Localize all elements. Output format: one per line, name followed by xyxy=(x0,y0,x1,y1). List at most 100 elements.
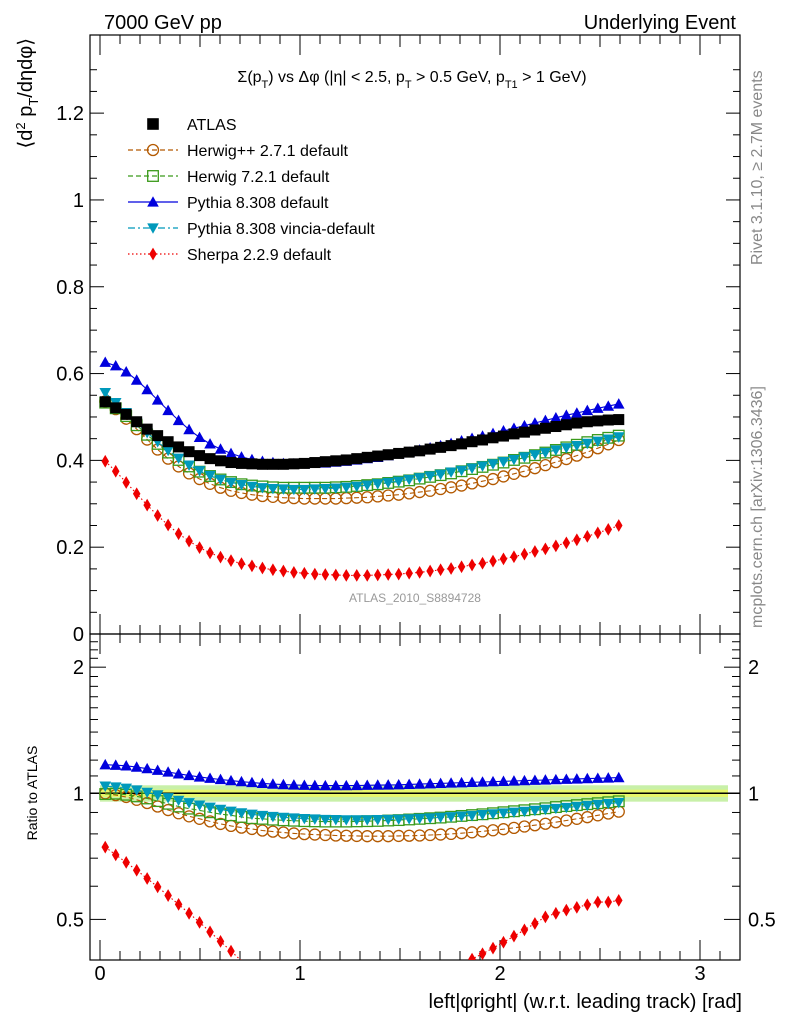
data-point xyxy=(235,480,248,491)
data-point xyxy=(204,438,216,449)
data-point xyxy=(277,484,290,495)
ratio-data-point xyxy=(246,776,258,788)
data-point xyxy=(193,466,206,477)
data-point xyxy=(426,564,434,578)
data-point xyxy=(393,447,405,459)
ratio-data-point xyxy=(183,769,195,781)
data-point xyxy=(248,559,256,573)
data-point xyxy=(550,421,562,433)
ratio-data-point xyxy=(499,935,508,949)
ratio-data-point xyxy=(520,923,529,937)
data-point xyxy=(497,470,510,483)
ratio-panel: 0.5 0.5 1 1 2 2 0 1 2 3 xyxy=(56,633,776,985)
data-point xyxy=(604,523,613,536)
ratio-data-point xyxy=(130,785,143,796)
data-point xyxy=(413,473,426,484)
data-point xyxy=(99,396,111,408)
ratio-data-point xyxy=(570,812,583,825)
data-point xyxy=(562,536,571,550)
data-point xyxy=(403,474,415,486)
ratio-data-point xyxy=(330,815,342,826)
ratio-data-point xyxy=(101,840,110,854)
data-point xyxy=(350,481,363,493)
data-point xyxy=(183,446,195,458)
main-y-label-text: ⟨d2 pT/dηdφ⟩ xyxy=(13,38,41,149)
main-series-layer xyxy=(99,356,625,582)
data-point xyxy=(141,383,153,395)
ratio-data-point xyxy=(434,812,447,824)
data-point xyxy=(246,458,258,470)
data-point xyxy=(215,455,227,467)
ratio-data-point xyxy=(361,815,374,826)
ratio-data-point xyxy=(445,777,457,788)
ratio-data-point xyxy=(560,802,573,814)
ratio-data-point xyxy=(487,809,499,820)
ratio-data-point xyxy=(571,773,583,784)
data-point xyxy=(120,408,132,420)
data-point xyxy=(321,568,330,581)
ratio-data-point xyxy=(510,929,518,943)
data-point xyxy=(614,519,623,532)
data-point xyxy=(529,450,541,461)
data-point xyxy=(403,446,415,458)
ratio-data-point xyxy=(550,773,562,785)
data-point xyxy=(267,458,279,470)
ratio-data-point xyxy=(162,766,174,777)
legend-entry: ATLAS xyxy=(147,117,237,134)
data-point xyxy=(466,463,478,474)
data-point xyxy=(290,565,298,579)
ratio-data-point xyxy=(109,782,122,793)
data-point xyxy=(466,436,478,448)
ratio-data-point xyxy=(141,787,153,799)
ratio-data-point xyxy=(602,807,615,820)
data-point xyxy=(465,477,479,490)
data-point xyxy=(602,434,615,445)
main-y-tick-label: 1 xyxy=(73,190,84,212)
legend-label: Pythia 8.308 default xyxy=(187,195,329,212)
ratio-data-point xyxy=(466,810,478,822)
legend-label: Herwig++ 2.7.1 default xyxy=(187,143,349,160)
ratio-data-point xyxy=(382,814,394,826)
x-tick-label: 2 xyxy=(494,963,505,985)
data-point xyxy=(172,453,185,465)
ratio-data-point xyxy=(602,772,615,783)
data-point xyxy=(583,529,592,543)
ratio-data-point xyxy=(225,806,237,818)
series-5 xyxy=(101,454,623,582)
ratio-data-point xyxy=(539,804,552,816)
main-y-tick-label: 0.6 xyxy=(56,364,84,386)
data-point xyxy=(330,483,342,494)
legend-entry: Pythia 8.308 default xyxy=(128,195,329,212)
data-point xyxy=(309,457,321,469)
ratio-data-point xyxy=(371,815,384,826)
data-point xyxy=(172,414,185,426)
header-right: Underlying Event xyxy=(584,12,737,34)
data-point xyxy=(319,456,331,468)
data-point xyxy=(434,482,447,496)
data-point xyxy=(361,451,373,463)
data-point xyxy=(508,428,520,440)
data-point xyxy=(372,450,384,462)
main-y-tick-label: 0 xyxy=(73,624,84,646)
legend-label: Sherpa 2.2.9 default xyxy=(187,247,332,264)
data-point xyxy=(415,565,424,579)
data-point xyxy=(332,568,340,582)
data-point xyxy=(185,534,193,548)
ratio-y-tick-label-right: 2 xyxy=(748,657,759,679)
data-point xyxy=(447,562,455,575)
ratio-data-point xyxy=(256,810,269,822)
ratio-data-point xyxy=(235,808,248,819)
data-point xyxy=(531,545,539,558)
ratio-data-point xyxy=(141,762,153,774)
data-point xyxy=(592,402,604,413)
data-point xyxy=(373,568,382,582)
data-point xyxy=(424,471,436,482)
ratio-data-point xyxy=(195,915,204,929)
legend: ATLAS Herwig++ 2.7.1 default Herwig 7.2.1 … xyxy=(128,117,375,264)
data-point xyxy=(518,452,531,463)
data-point xyxy=(550,445,562,456)
data-point xyxy=(288,484,300,496)
data-point xyxy=(288,458,300,470)
ratio-data-point xyxy=(594,895,602,909)
ratio-data-point xyxy=(562,903,571,917)
